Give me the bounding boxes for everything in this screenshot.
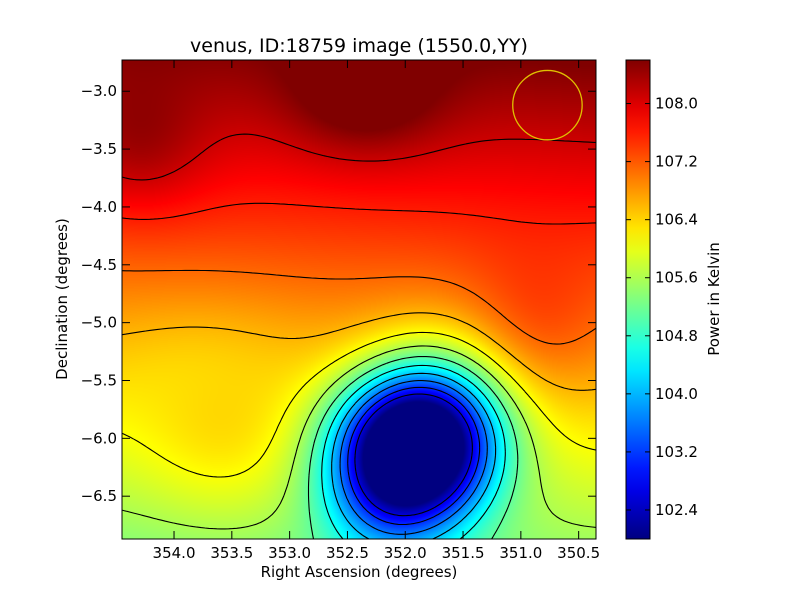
heatmap-image [122,60,596,539]
x-tick-label: 354.0 [153,544,196,562]
annotations [512,69,583,141]
colorbar-tick-label: 104.0 [655,385,698,403]
contour-level-3 [331,372,497,539]
x-tick-label: 351.5 [442,544,485,562]
contour-lines [122,133,596,539]
contour-level-7 [122,331,596,478]
colorbar-tick-label: 105.6 [655,269,698,287]
colorbar: 108.0 107.2 106.4 105.6 104.8 104.0 103.2 102.4… [625,59,723,540]
x-tick-label: 351.0 [499,544,542,562]
y-tick-label: −3.5 [81,140,117,158]
colorbar-tick-label: 104.8 [655,327,698,345]
colorbar-tick-label: 108.0 [655,95,698,113]
y-tick-label: −4.5 [81,256,117,274]
y-tick-label: −4.0 [81,198,117,216]
contour-level-8 [122,312,596,391]
contour-level-10 [122,202,596,225]
contour-level-2 [339,380,488,535]
x-tick-label: 352.5 [326,544,369,562]
x-tick-label: 353.5 [210,544,253,562]
y-tick-label: −3.0 [81,82,117,100]
colorbar-label: Power in Kelvin [705,242,723,356]
contour-level-5 [307,355,519,539]
y-axis-label: Declination (degrees) [53,218,71,380]
contour-level-0 [354,393,473,517]
x-tick-label: 350.5 [557,544,600,562]
y-tick-label: −5.5 [81,371,117,389]
colorbar-tick-label: 106.4 [655,211,698,229]
x-axis-ticks: 354.0 353.5 353.0 352.5 352.0 351.5 351.0 350.5 [153,60,600,562]
colorbar-tick-label: 102.4 [655,501,698,519]
chart-title: venus, ID:18759 image (1550.0,YY) [190,35,528,57]
y-tick-label: −6.0 [81,429,117,447]
contour-level-6 [122,345,596,530]
y-tick-label: −6.5 [81,487,117,505]
contour-level-1 [347,386,481,526]
x-axis-label: Right Ascension (degrees) [261,563,458,581]
annotation-circle-0 [512,69,583,141]
plot-area [122,60,596,539]
y-axis-ticks: −3.0 −3.5 −4.0 −4.5 −5.0 −5.5 −6.0 −6.5 [81,82,596,505]
x-tick-label: 353.0 [268,544,311,562]
y-tick-label: −5.0 [81,314,117,332]
x-tick-label: 352.0 [384,544,427,562]
colorbar-ticks: 108.0 107.2 106.4 105.6 104.8 104.0 103.2 102.4 [626,95,698,519]
contour-level-4 [321,364,506,539]
colorbar-tick-label: 107.2 [655,153,698,171]
contour-level-11 [122,133,596,181]
contour-level-9 [122,269,596,345]
colorbar-gradient [625,59,651,540]
plot-frame [121,59,597,540]
colorbar-tick-label: 103.2 [655,443,698,461]
